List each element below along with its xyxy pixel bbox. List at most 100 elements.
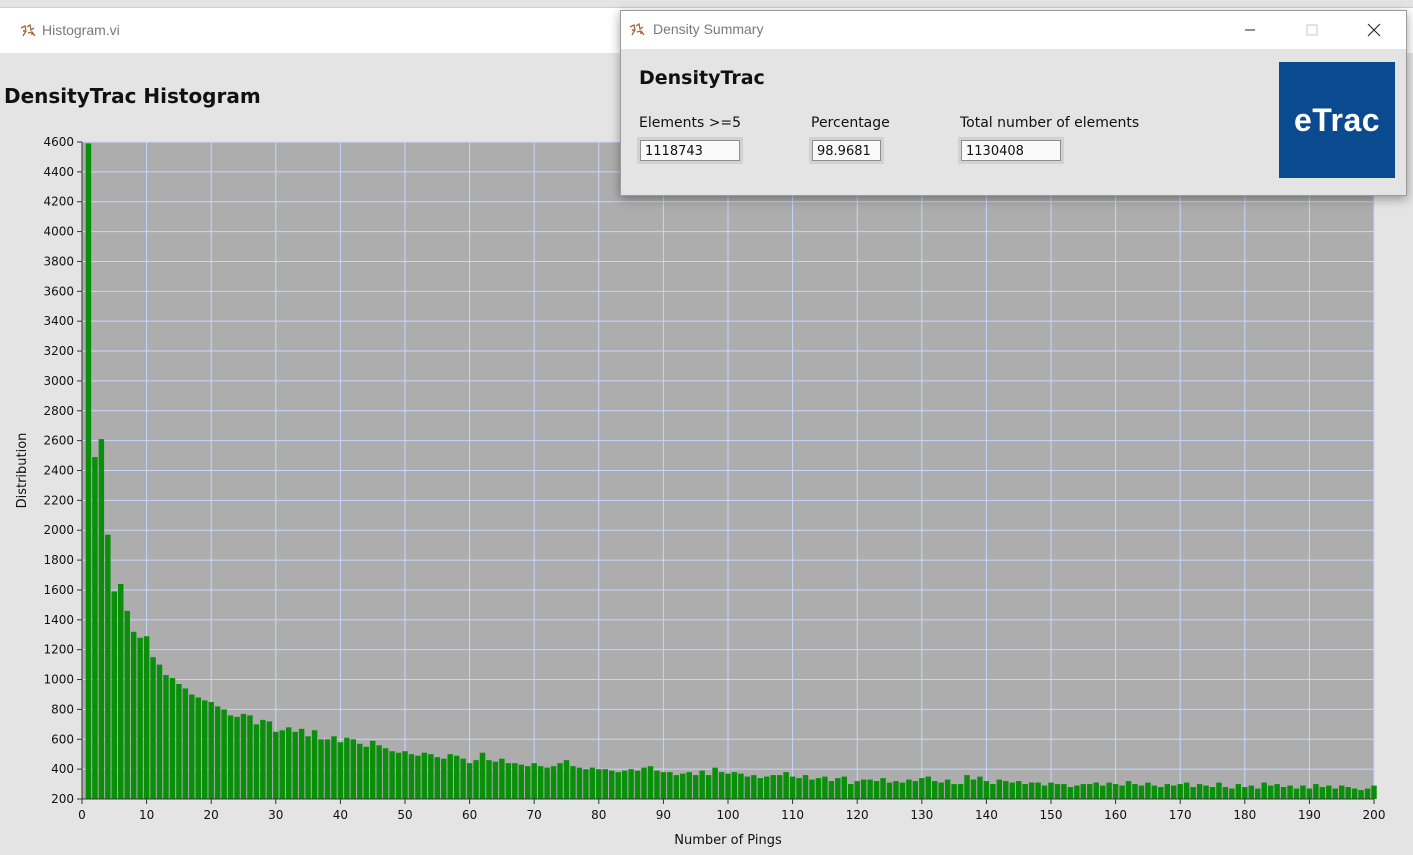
histogram-bar (1229, 788, 1235, 799)
histogram-bar (1196, 784, 1203, 799)
histogram-bar (505, 763, 512, 799)
histogram-bar (357, 743, 363, 799)
total-elements-field[interactable]: 1130408 (958, 137, 1064, 164)
summary-titlebar[interactable]: Density Summary (621, 11, 1406, 49)
histogram-bar (428, 754, 434, 799)
histogram-bar (221, 709, 227, 799)
histogram-bar (227, 715, 234, 799)
histogram-bar (602, 769, 608, 799)
histogram-bar (518, 764, 525, 799)
histogram-bar (1171, 785, 1177, 799)
histogram-bar (202, 700, 208, 799)
maximize-button[interactable] (1289, 11, 1335, 49)
histogram-bar (473, 760, 479, 799)
histogram-bar (1093, 782, 1099, 799)
histogram-bar (596, 769, 602, 799)
histogram-bar (615, 772, 621, 799)
histogram-bar (570, 766, 576, 799)
histogram-bar (1338, 785, 1345, 799)
histogram-bar (156, 664, 163, 799)
histogram-bar (460, 758, 466, 799)
histogram-chart[interactable]: 2004006008001000120014001600180020002200… (0, 128, 1413, 855)
histogram-bar (525, 766, 531, 799)
histogram-bar (1061, 784, 1067, 799)
histogram-bar (990, 784, 996, 799)
x-tick-label: 200 (1363, 808, 1386, 822)
histogram-bar (1151, 785, 1158, 799)
labview-app-icon (629, 22, 645, 36)
x-axis-label: Number of Pings (674, 833, 782, 848)
histogram-bar (1035, 782, 1041, 799)
histogram-bar (137, 637, 143, 799)
histogram-bar (835, 778, 841, 799)
histogram-bar (1274, 784, 1280, 799)
histogram-bar (718, 772, 725, 799)
histogram-bar (1125, 781, 1132, 799)
y-tick-label: 1800 (43, 553, 74, 567)
histogram-bar (1216, 782, 1222, 799)
x-tick-label: 90 (656, 808, 671, 822)
histogram-bar (815, 778, 822, 799)
histogram-bar (208, 701, 214, 799)
etrac-logo: eTrac (1279, 62, 1395, 178)
histogram-bar (273, 731, 279, 799)
x-tick-label: 160 (1104, 808, 1127, 822)
elements-field[interactable]: 1118743 (637, 137, 743, 164)
y-tick-label: 1000 (43, 673, 74, 687)
histogram-bar (499, 758, 505, 799)
histogram-bar (1222, 787, 1229, 799)
histogram-bar (408, 754, 415, 799)
histogram-bar (757, 778, 764, 799)
histogram-bar (860, 779, 867, 799)
histogram-bar (725, 773, 731, 799)
histogram-bar (731, 772, 738, 799)
histogram-bar (738, 773, 744, 799)
histogram-bar (1261, 782, 1267, 799)
histogram-bar (1074, 785, 1080, 799)
histogram-bar (492, 761, 499, 799)
histogram-bar (85, 143, 92, 800)
histogram-bar (118, 583, 124, 799)
histogram-bar (395, 752, 402, 799)
histogram-bar (931, 781, 938, 799)
y-tick-label: 1600 (43, 583, 74, 597)
histogram-bar (1119, 785, 1125, 799)
close-button[interactable] (1351, 11, 1397, 49)
histogram-bar (776, 775, 783, 799)
histogram-bar (298, 728, 305, 799)
histogram-bar (189, 694, 195, 799)
minimize-button[interactable] (1227, 11, 1273, 49)
maximize-icon (1306, 24, 1318, 36)
percentage-field[interactable]: 98.9681 (809, 137, 884, 164)
histogram-bar (1145, 782, 1151, 799)
histogram-bar (660, 772, 667, 799)
y-tick-label: 2600 (43, 434, 74, 448)
histogram-bar (376, 745, 382, 799)
histogram-bar (1015, 781, 1022, 799)
x-tick-label: 60 (462, 808, 477, 822)
y-tick-label: 600 (51, 732, 74, 746)
summary-window-title: Density Summary (653, 21, 764, 37)
histogram-bar (182, 688, 189, 799)
histogram-bar (344, 737, 350, 799)
histogram-bar (415, 755, 421, 799)
histogram-bar (983, 781, 990, 799)
y-tick-label: 1200 (43, 643, 74, 657)
x-tick-label: 150 (1040, 808, 1063, 822)
histogram-bar (382, 748, 389, 799)
histogram-bar (1183, 782, 1190, 799)
histogram-bar (550, 766, 557, 799)
histogram-bar (880, 778, 886, 799)
histogram-bar (796, 778, 802, 799)
histogram-bar (337, 742, 344, 799)
histogram-bar (809, 779, 815, 799)
histogram-bar (1190, 787, 1196, 799)
histogram-bar (848, 784, 854, 799)
histogram-bar (925, 776, 931, 799)
chart-title: DensityTrac Histogram (4, 84, 261, 108)
y-tick-label: 3800 (43, 254, 74, 268)
elements-value: 1118743 (640, 140, 740, 161)
histogram-bar (912, 781, 919, 799)
histogram-bar (1235, 784, 1242, 799)
x-tick-label: 140 (975, 808, 998, 822)
